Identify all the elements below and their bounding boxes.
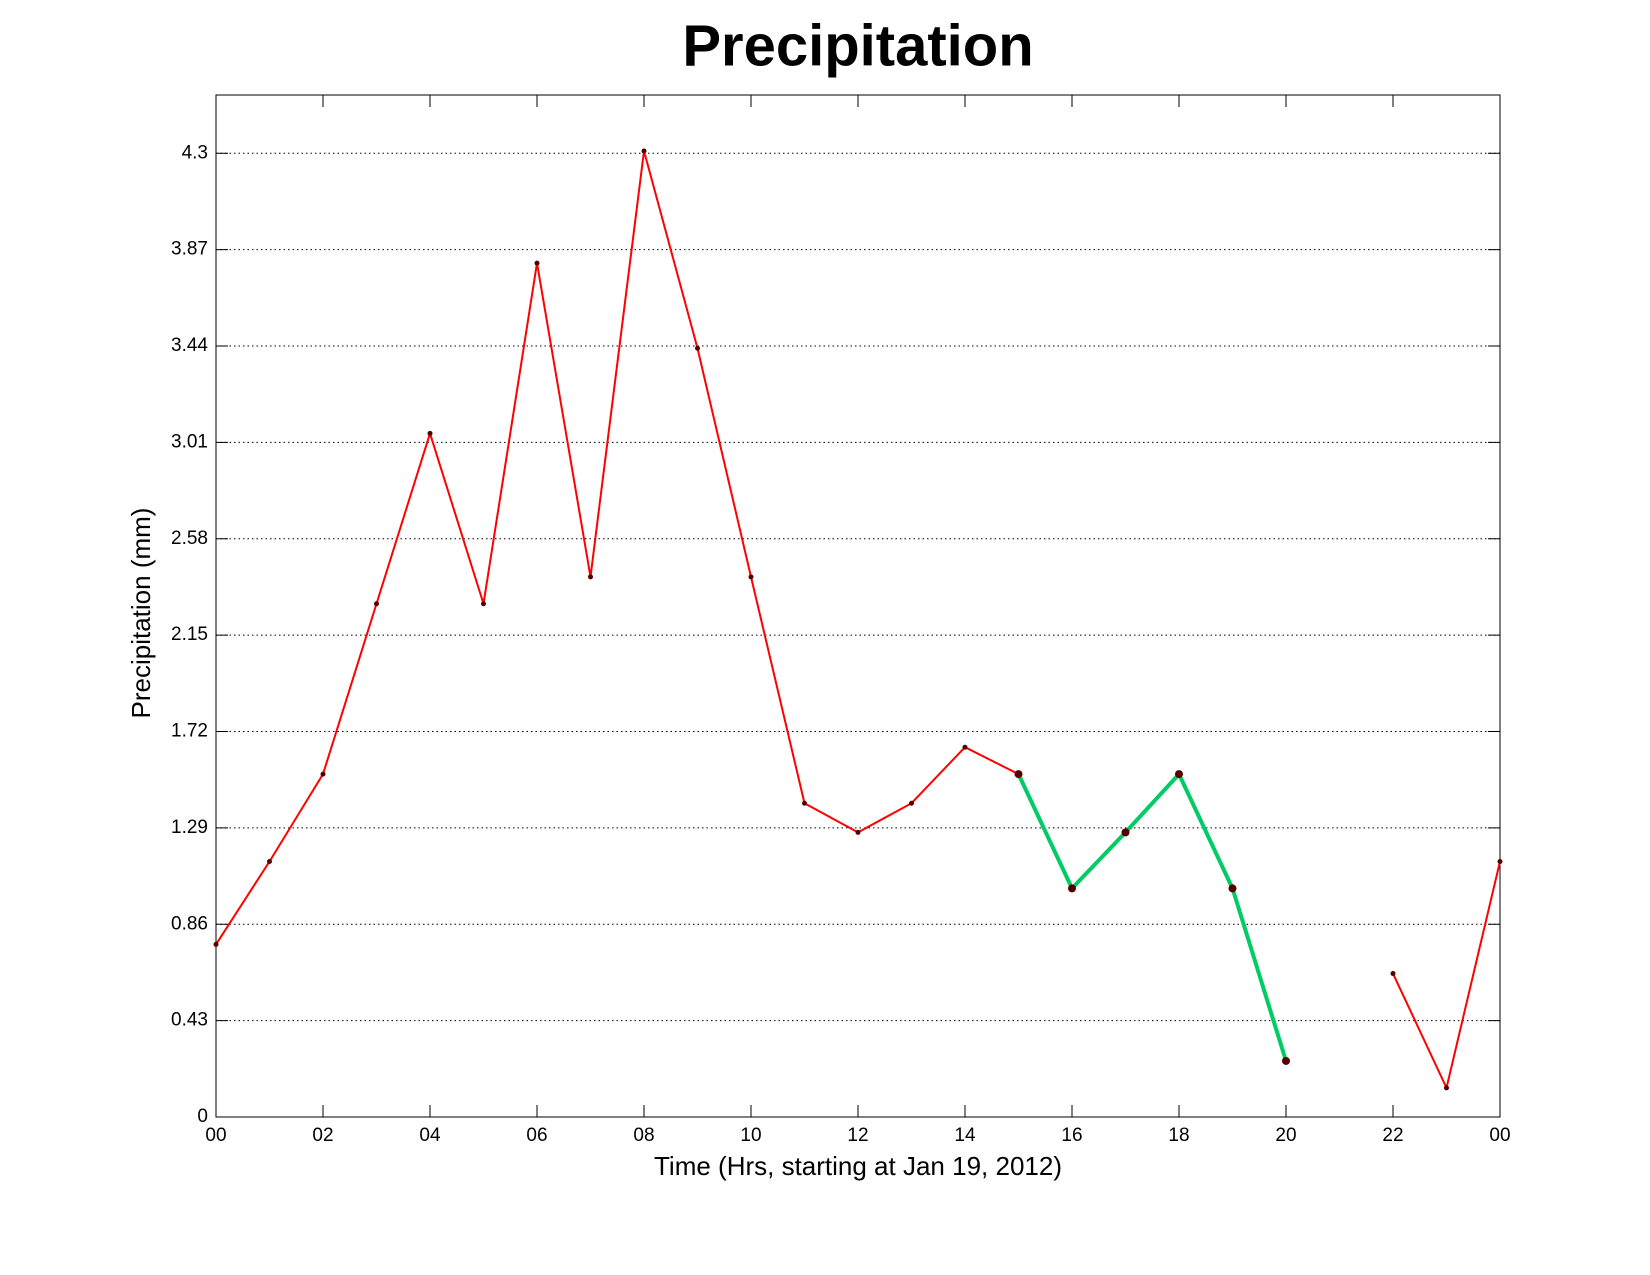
data-point (1390, 971, 1396, 977)
data-point (909, 800, 914, 806)
data-point (588, 574, 593, 580)
y-tick-label: 0.86 (171, 913, 208, 934)
x-tick-label: 00 (205, 1125, 226, 1146)
x-tick-label: 12 (847, 1125, 868, 1146)
data-point (481, 601, 486, 607)
data-point (1228, 884, 1237, 893)
y-tick-label: 2.15 (171, 624, 208, 645)
data-point (1282, 1056, 1290, 1065)
x-tick-label: 14 (954, 1125, 976, 1146)
x-tick-label: 20 (1275, 1125, 1296, 1146)
y-tick-label: 3.44 (171, 335, 208, 356)
data-point (427, 430, 433, 436)
x-tick-label: 02 (312, 1125, 333, 1146)
data-point (962, 744, 968, 750)
chart-title: Precipitation (682, 13, 1033, 78)
y-tick-label: 1.72 (171, 721, 208, 742)
x-tick-label: 10 (740, 1125, 761, 1146)
data-point (534, 260, 540, 266)
data-point (641, 148, 647, 154)
y-tick-label: 0 (197, 1106, 208, 1127)
data-point (1068, 884, 1076, 893)
data-point (1014, 770, 1023, 779)
data-point (213, 941, 219, 947)
y-tick-label: 3.01 (171, 431, 208, 452)
data-point (1175, 770, 1183, 779)
data-point (748, 574, 754, 580)
data-point (802, 800, 807, 806)
data-point (855, 829, 861, 835)
y-tick-label: 1.29 (171, 817, 208, 838)
data-point (695, 345, 700, 351)
plot-frame (215, 94, 1501, 1118)
y-tick-label: 0.43 (171, 1010, 208, 1031)
x-tick-label: 16 (1061, 1125, 1082, 1146)
x-tick-label: 22 (1382, 1125, 1403, 1146)
data-line (1016, 772, 1288, 1062)
data-point (1497, 859, 1503, 864)
y-axis-label: Precipitation (mm) (126, 508, 156, 719)
y-tick-label: 3.87 (171, 239, 208, 260)
data-line (215, 150, 1501, 1089)
y-tick-label: 4.3 (182, 142, 208, 163)
x-tick-label: 06 (526, 1125, 547, 1146)
x-axis-label: Time (Hrs, starting at Jan 19, 2012) (654, 1151, 1062, 1181)
data-point (1444, 1085, 1449, 1091)
x-tick-label: 04 (419, 1125, 441, 1146)
data-point (267, 859, 272, 864)
x-tick-label: 18 (1168, 1125, 1189, 1146)
data-point (374, 601, 379, 607)
data-point (1121, 828, 1130, 837)
data-point (320, 771, 326, 777)
x-tick-label: 00 (1489, 1125, 1510, 1146)
x-tick-label: 08 (633, 1125, 654, 1146)
y-tick-label: 2.58 (171, 528, 208, 549)
